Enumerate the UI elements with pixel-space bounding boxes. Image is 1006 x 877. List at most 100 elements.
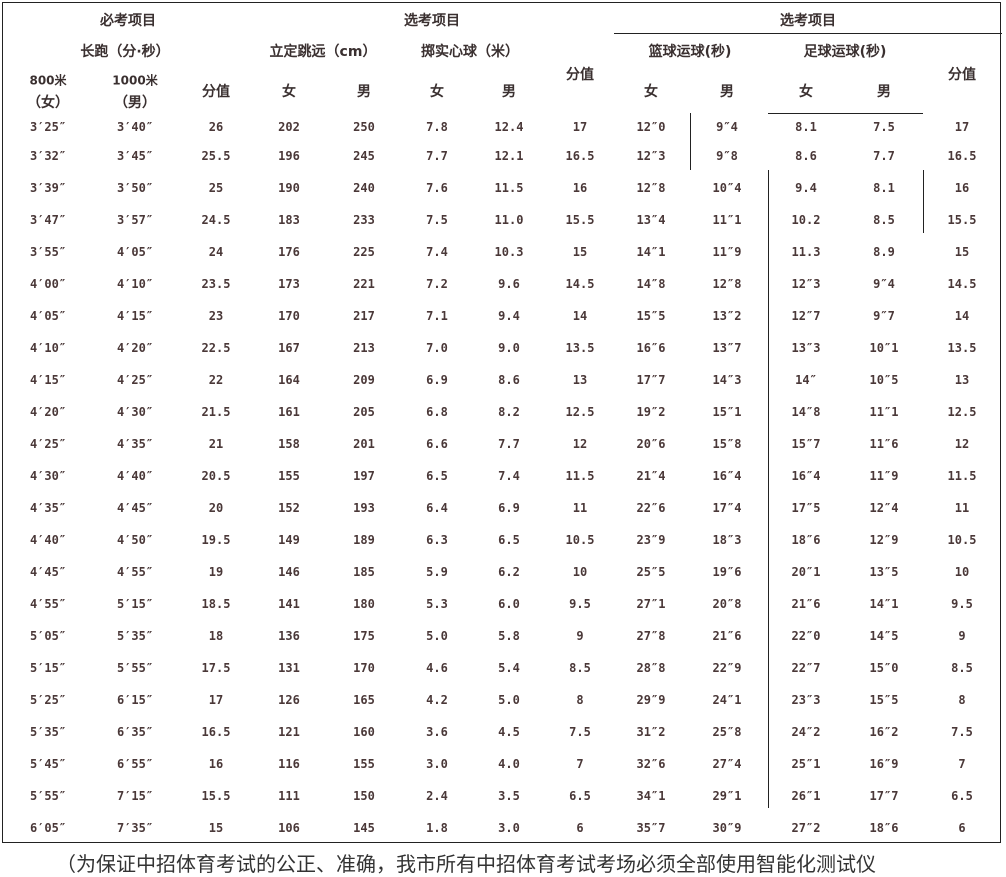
cell-elective-score-2: 17 (954, 120, 970, 134)
cell-basketball-female: 22″6 (636, 501, 666, 515)
cell-ball-female: 7.8 (426, 120, 448, 134)
cell-elective-score-2: 14.5 (947, 277, 977, 291)
cell-football-male: 18″6 (869, 821, 899, 835)
cell-ball-female: 5.9 (426, 565, 448, 579)
cell-football-female: 9.4 (795, 181, 817, 195)
cell-run-800: 4′30″ (29, 469, 67, 483)
cell-football-female: 12″7 (791, 309, 821, 323)
cell-basketball-female: 32″6 (636, 757, 666, 771)
cell-run-800: 5′55″ (29, 789, 67, 803)
cell-elective-score: 11.5 (565, 469, 595, 483)
cell-elective-score: 14.5 (565, 277, 595, 291)
cell-elective-score: 12.5 (565, 405, 595, 419)
cell-jump-female: 149 (278, 533, 300, 547)
cell-football-female: 22″7 (791, 661, 821, 675)
cell-run-1000: 3′50″ (116, 181, 154, 195)
cell-football-male: 11″9 (869, 469, 899, 483)
cell-run-score: 23.5 (201, 277, 231, 291)
cell-jump-female: 167 (278, 341, 300, 355)
divider (768, 170, 769, 808)
cell-football-female: 26″1 (791, 789, 821, 803)
cell-jump-male: 217 (353, 309, 375, 323)
cell-run-score: 15 (208, 821, 224, 835)
cell-ball-male: 5.0 (498, 693, 520, 707)
cell-run-800: 3′39″ (29, 181, 67, 195)
cell-basketball-female: 28″8 (636, 661, 666, 675)
cell-ball-female: 3.0 (426, 757, 448, 771)
cell-ball-female: 2.4 (426, 789, 448, 803)
cell-football-male: 10″5 (869, 373, 899, 387)
cell-football-male: 8.9 (873, 245, 895, 259)
cell-run-800: 5′35″ (29, 725, 67, 739)
cell-basketball-male: 30″9 (712, 821, 742, 835)
cell-elective-score-2: 9 (958, 629, 966, 643)
football-header: 足球运球(秒) (803, 44, 887, 60)
cell-elective-score: 16.5 (565, 149, 595, 163)
required-group-header: 必考项目 (100, 13, 156, 29)
cell-elective-score-2: 16 (954, 181, 970, 195)
cell-run-1000: 4′30″ (116, 405, 154, 419)
cell-ball-female: 5.0 (426, 629, 448, 643)
cell-basketball-female: 15″5 (636, 309, 666, 323)
cell-jump-male: 209 (353, 373, 375, 387)
cell-football-male: 16″2 (869, 725, 899, 739)
cell-jump-male: 221 (353, 277, 375, 291)
cell-basketball-female: 20″6 (636, 437, 666, 451)
cell-football-female: 20″1 (791, 565, 821, 579)
cell-ball-female: 7.7 (426, 149, 448, 163)
cell-run-800: 5′05″ (29, 629, 67, 643)
cell-run-1000: 7′15″ (116, 789, 154, 803)
cell-basketball-male: 22″9 (712, 661, 742, 675)
cell-football-female: 12″3 (791, 277, 821, 291)
cell-run-800: 3′25″ (29, 120, 67, 134)
cell-football-female: 23″3 (791, 693, 821, 707)
cell-run-score: 16 (208, 757, 224, 771)
cell-jump-female: 202 (278, 120, 300, 134)
medicine-ball-header: 掷实心球（米） (421, 44, 519, 60)
cell-run-score: 21.5 (201, 405, 231, 419)
cell-run-800: 4′35″ (29, 501, 67, 515)
cell-football-female: 16″4 (791, 469, 821, 483)
cell-ball-male: 9.0 (498, 341, 520, 355)
cell-basketball-female: 25″5 (636, 565, 666, 579)
cell-jump-female: 170 (278, 309, 300, 323)
cell-football-male: 17″7 (869, 789, 899, 803)
cell-football-female: 17″5 (791, 501, 821, 515)
jump-female-header: 女 (282, 84, 296, 100)
score-header: 分值 (948, 67, 976, 83)
cell-run-score: 20.5 (201, 469, 231, 483)
cell-ball-male: 11.0 (494, 213, 524, 227)
run-1000-header: 1000米 (112, 73, 158, 88)
cell-run-800: 3′32″ (29, 149, 67, 163)
cell-jump-female: 158 (278, 437, 300, 451)
cell-elective-score: 17 (572, 120, 588, 134)
cell-run-score: 22.5 (201, 341, 231, 355)
run-1000-sex: （男） (114, 95, 156, 111)
cell-elective-score-2: 14 (954, 309, 970, 323)
cell-run-1000: 4′45″ (116, 501, 154, 515)
cell-ball-female: 6.9 (426, 373, 448, 387)
cell-ball-female: 5.3 (426, 597, 448, 611)
cell-ball-female: 6.6 (426, 437, 448, 451)
divider (614, 33, 1002, 34)
elective-group-header: 选考项目 (780, 13, 836, 29)
cell-ball-female: 7.0 (426, 341, 448, 355)
cell-basketball-female: 29″9 (636, 693, 666, 707)
cell-ball-male: 7.4 (498, 469, 520, 483)
cell-jump-female: 111 (278, 789, 300, 803)
cell-run-1000: 3′57″ (116, 213, 154, 227)
cell-jump-female: 152 (278, 501, 300, 515)
cell-ball-female: 6.4 (426, 501, 448, 515)
cell-elective-score-2: 13 (954, 373, 970, 387)
cell-run-score: 19 (208, 565, 224, 579)
cell-basketball-female: 14″8 (636, 277, 666, 291)
cell-jump-male: 155 (353, 757, 375, 771)
cell-run-800: 5′25″ (29, 693, 67, 707)
cell-jump-male: 225 (353, 245, 375, 259)
cell-run-800: 4′00″ (29, 277, 67, 291)
cell-ball-male: 11.5 (494, 181, 524, 195)
cell-jump-male: 240 (353, 181, 375, 195)
cell-run-1000: 4′50″ (116, 533, 154, 547)
run-800-sex: （女） (27, 95, 69, 111)
cell-elective-score-2: 6 (958, 821, 966, 835)
